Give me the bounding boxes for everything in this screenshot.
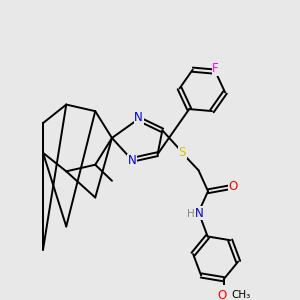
Text: N: N [134, 112, 143, 124]
Text: H: H [187, 209, 195, 219]
Text: S: S [179, 146, 186, 159]
Text: O: O [217, 289, 226, 300]
Text: N: N [128, 154, 136, 167]
Text: N: N [195, 207, 204, 220]
Text: O: O [228, 180, 237, 193]
Text: CH₃: CH₃ [231, 290, 250, 300]
Text: F: F [212, 62, 219, 75]
